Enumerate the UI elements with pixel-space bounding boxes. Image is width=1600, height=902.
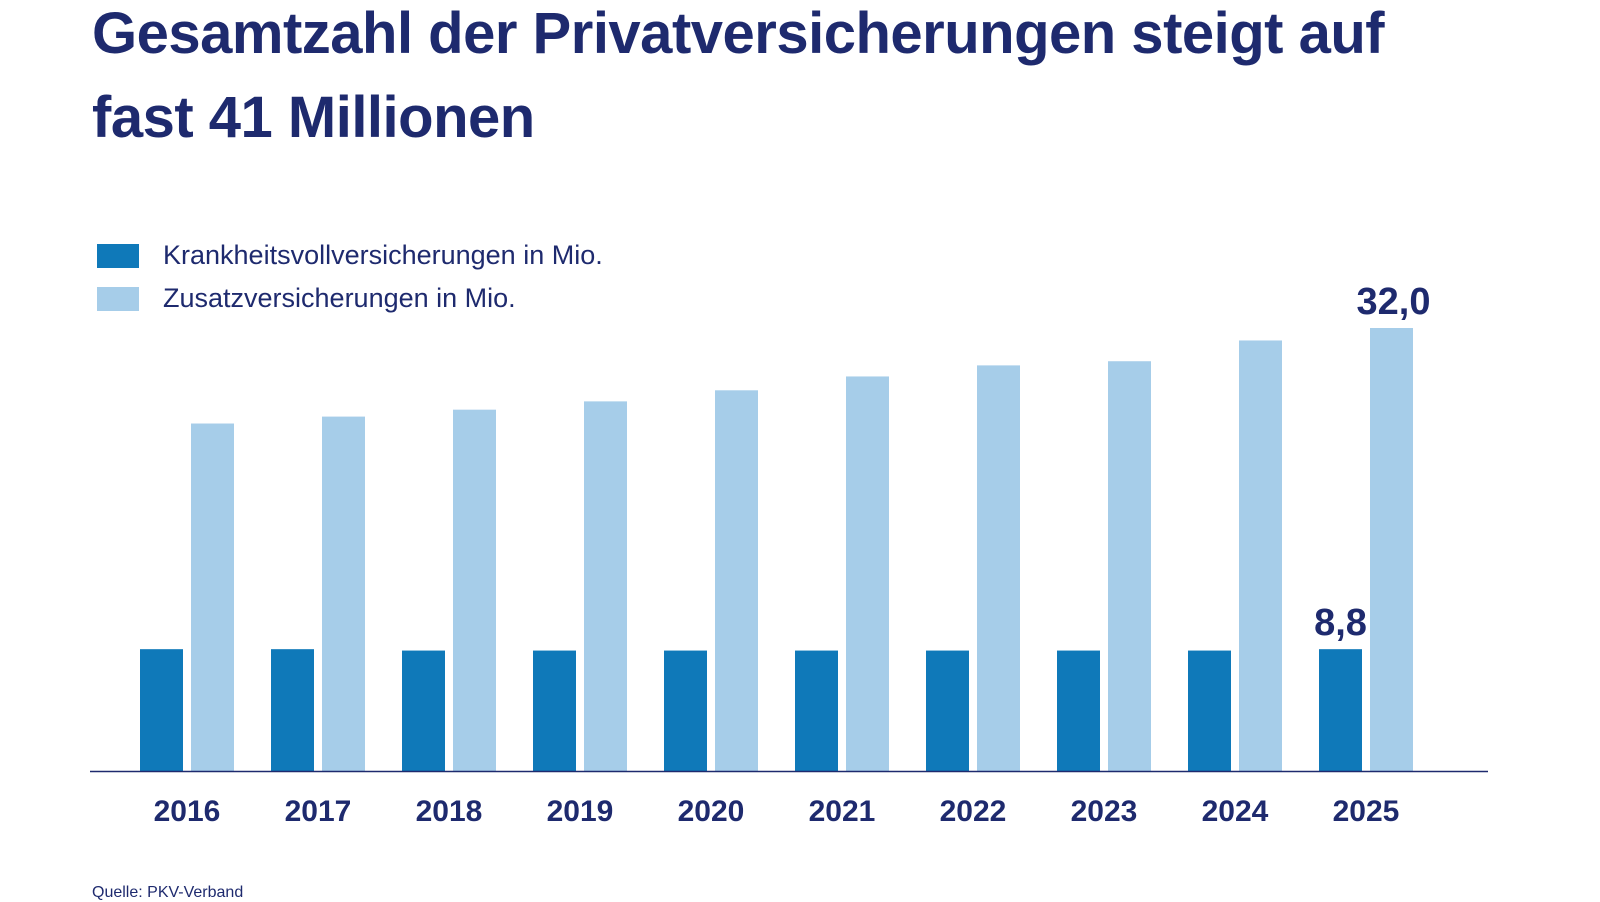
bar-vollversicherung-2021 [795, 650, 838, 771]
bar-vollversicherung-2024 [1188, 650, 1231, 771]
legend-swatch-light [97, 286, 139, 311]
x-tick-label: 2021 [809, 795, 876, 828]
x-tick-label: 2024 [1202, 795, 1269, 828]
bar-zusatzversicherung-2023 [1108, 361, 1151, 771]
bar-vollversicherung-2020 [664, 650, 707, 771]
legend-label: Zusatzversicherungen in Mio. [163, 283, 516, 313]
bar-vollversicherung-2018 [402, 650, 445, 771]
bar-vollversicherung-2017 [271, 649, 314, 771]
bar-zusatzversicherung-2019 [584, 401, 627, 771]
bar-zusatzversicherung-2025 [1370, 328, 1413, 771]
bar-vollversicherung-2022 [926, 650, 969, 771]
x-tick-label: 2023 [1071, 795, 1138, 828]
source-note: Quelle: PKV-Verband [92, 884, 244, 901]
bar-vollversicherung-2016 [140, 649, 183, 771]
bar-zusatzversicherung-2020 [715, 390, 758, 771]
bar-zusatzversicherung-2018 [453, 409, 496, 771]
bar-zusatzversicherung-2024 [1239, 340, 1282, 771]
bar-vollversicherung-2019 [533, 650, 576, 771]
x-tick-label: 2020 [678, 795, 745, 828]
bar-zusatzversicherung-2022 [977, 365, 1020, 771]
bar-zusatzversicherung-2021 [846, 376, 889, 771]
bar-vollversicherung-2025 [1319, 649, 1362, 771]
x-tick-label: 2018 [416, 795, 483, 828]
legend-item-vollversicherungen: Krankheitsvollversicherungen in Mio. [97, 240, 603, 271]
bar-zusatzversicherung-2016 [191, 423, 234, 771]
legend-label: Krankheitsvollversicherungen in Mio. [163, 240, 603, 270]
x-tick-label: 2016 [154, 795, 221, 828]
x-tick-label: 2019 [547, 795, 614, 828]
data-label: 32,0 [1357, 281, 1431, 323]
x-tick-label: 2025 [1333, 795, 1400, 828]
legend-swatch-dark [97, 243, 139, 268]
chart-title: Gesamtzahl der Privatversicherungen stei… [92, 1, 1385, 150]
x-tick-label: 2022 [940, 795, 1007, 828]
bar-vollversicherung-2023 [1057, 650, 1100, 771]
x-tick-label: 2017 [285, 795, 352, 828]
bar-zusatzversicherung-2017 [322, 416, 365, 771]
legend-item-zusatzversicherungen: Zusatzversicherungen in Mio. [97, 283, 516, 314]
data-label: 8,8 [1314, 602, 1367, 644]
